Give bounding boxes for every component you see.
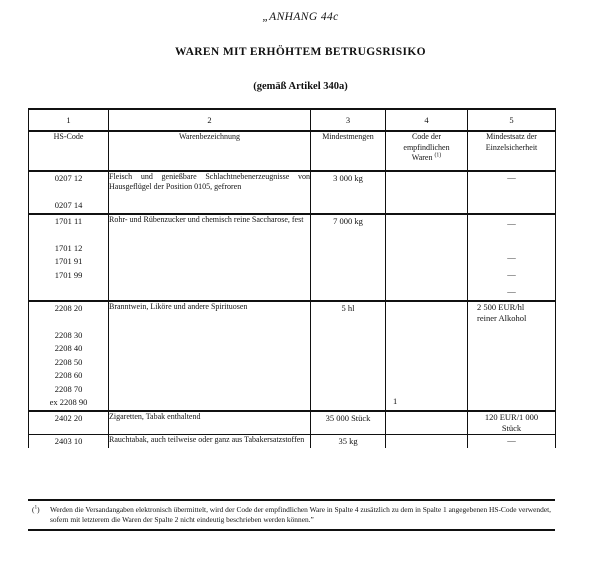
- hs-code-value: 0207 12: [54, 173, 83, 183]
- hs-code-value: 1701 91: [54, 256, 83, 266]
- cell-sensitive-goods-code: [385, 409, 468, 434]
- sensitive-goods-code-value: 1: [393, 395, 398, 406]
- header4-line2: empfindlichen: [403, 142, 450, 152]
- footnote-marker: (1): [32, 504, 40, 514]
- cell-minimum-quantity: 35 000 Stück: [310, 409, 386, 434]
- cell-hs-code: 1701 11 1701 12 1701 91 1701 99: [28, 212, 109, 301]
- cell-sensitive-goods-code: 1: [385, 299, 468, 411]
- column-number-2: 2: [108, 108, 311, 131]
- hs-code-value: 2208 60: [54, 370, 83, 380]
- column-header-minimum-rate: Mindestsatz der Einzelsicherheit: [467, 130, 556, 171]
- column-header-minimum-quantity: Mindestmengen: [310, 130, 386, 171]
- hs-code-spacer: [29, 228, 108, 242]
- cell-minimum-quantity: 35 kg: [310, 433, 386, 448]
- hs-code-value: 1701 11: [54, 215, 83, 226]
- hs-code-value: 2208 70: [54, 383, 83, 394]
- cell-description: Branntwein, Liköre und andere Spirituose…: [108, 299, 311, 411]
- minimum-rate-line1: 120 EUR/1 000: [484, 411, 539, 422]
- minimum-rate-line2: Stück: [501, 422, 522, 433]
- minimum-rate-line1: 2 500 EUR/hl: [477, 301, 525, 312]
- cell-description: Rauchtabak, auch teilweise oder ganz aus…: [108, 433, 311, 448]
- dash-value: —: [507, 285, 516, 296]
- goods-table: 1 2 3 4 5 HS-Code Warenbezeichnung Minde…: [28, 108, 556, 448]
- cell-description: Rohr- und Rübenzucker und chemisch reine…: [108, 212, 311, 301]
- column-header-hs-code: HS-Code: [28, 130, 109, 171]
- header4-line1: Code der: [411, 132, 442, 141]
- cell-sensitive-goods-code: [385, 212, 468, 301]
- cell-description: Zigaretten, Tabak enthaltend: [108, 409, 311, 434]
- cell-hs-code: 2208 20 2208 30 2208 40 2208 50 2208 60 …: [28, 299, 109, 411]
- hs-code-value: 1701 99: [54, 269, 83, 280]
- goods-table-container: 1 2 3 4 5 HS-Code Warenbezeichnung Minde…: [28, 108, 556, 448]
- cell-minimum-rate: 2 500 EUR/hl reiner Alkohol: [467, 299, 556, 411]
- table-row: 1701 11 1701 12 1701 91 1701 99 Rohr- un…: [28, 212, 556, 301]
- column-number-4: 4: [385, 108, 468, 131]
- cell-minimum-quantity: 7 000 kg: [310, 212, 386, 301]
- table-column-number-row: 1 2 3 4 5: [28, 108, 556, 131]
- column-header-description: Warenbezeichnung: [108, 130, 311, 171]
- hs-code-value: 0207 14: [54, 200, 83, 210]
- cell-description: Fleisch und genießbare Schlachtnebenerze…: [108, 170, 311, 214]
- hs-code-value: ex 2208 90: [49, 397, 88, 407]
- hs-code-value: 2402 20: [54, 412, 83, 423]
- minimum-rate-line2: reiner Alkohol: [477, 312, 527, 323]
- dash-value: —: [507, 217, 516, 228]
- table-header-row: HS-Code Warenbezeichnung Mindestmengen C…: [28, 130, 556, 171]
- hs-code-value: 2208 50: [54, 356, 83, 367]
- footnote-reference-marker: (1): [434, 152, 442, 159]
- table-row: 2208 20 2208 30 2208 40 2208 50 2208 60 …: [28, 299, 556, 411]
- dash-value: —: [507, 172, 516, 182]
- column-number-5: 5: [467, 108, 556, 131]
- hs-code-value: 2208 40: [54, 343, 83, 353]
- header5-line1: Mindestsatz der: [486, 132, 537, 141]
- header4-line3: Waren: [411, 153, 433, 162]
- footnote-container: (1) Werden die Versandangaben elektronis…: [28, 499, 555, 531]
- document-subtitle: (gemäß Artikel 340a): [253, 81, 348, 92]
- cell-sensitive-goods-code: [385, 433, 468, 448]
- hs-code-spacer: [29, 186, 108, 200]
- cell-minimum-rate: —: [467, 170, 556, 214]
- dash-value: —: [507, 434, 516, 445]
- cell-hs-code: 2403 10: [28, 433, 109, 448]
- dash-spacer: [468, 232, 555, 249]
- annex-title: „ANHANG 44c: [262, 11, 339, 23]
- cell-hs-code: 0207 12 0207 14: [28, 170, 109, 214]
- cell-hs-code: 2402 20: [28, 409, 109, 434]
- dash-value: —: [507, 251, 516, 262]
- column-number-3: 3: [310, 108, 386, 131]
- hs-code-value: 2208 30: [54, 329, 83, 340]
- hs-code-spacer: [29, 315, 108, 329]
- table-row: 2403 10 Rauchtabak, auch teilweise oder …: [28, 433, 556, 448]
- cell-minimum-rate: —: [467, 433, 556, 448]
- footnote-text: Werden die Versandangaben elektronisch ü…: [50, 505, 551, 524]
- header5-line2: Einzelsicherheit: [485, 142, 538, 152]
- dash-value: —: [507, 268, 516, 279]
- cell-sensitive-goods-code: [385, 170, 468, 214]
- footnote-marker-number: 1: [34, 504, 38, 511]
- cell-minimum-rate: — — — —: [467, 212, 556, 301]
- column-number-1: 1: [28, 108, 109, 131]
- hs-code-value: 2208 20: [54, 302, 83, 313]
- hs-code-value: 2403 10: [54, 435, 83, 446]
- column-header-sensitive-goods-code: Code der empfindlichen Waren (1): [385, 130, 468, 171]
- hs-code-value: 1701 12: [54, 242, 83, 253]
- cell-minimum-quantity: 3 000 kg: [310, 170, 386, 214]
- page-title: WAREN MIT ERHÖHTEM BETRUGSRISIKO: [175, 46, 426, 58]
- table-row: 2402 20 Zigaretten, Tabak enthaltend 35 …: [28, 409, 556, 434]
- cell-minimum-rate: 120 EUR/1 000 Stück: [467, 409, 556, 434]
- document-header: „ANHANG 44c WAREN MIT ERHÖHTEM BETRUGSRI…: [0, 0, 601, 93]
- cell-minimum-quantity: 5 hl: [310, 299, 386, 411]
- footnote: (1) Werden die Versandangaben elektronis…: [28, 501, 555, 529]
- table-row: 0207 12 0207 14 Fleisch und genießbare S…: [28, 170, 556, 214]
